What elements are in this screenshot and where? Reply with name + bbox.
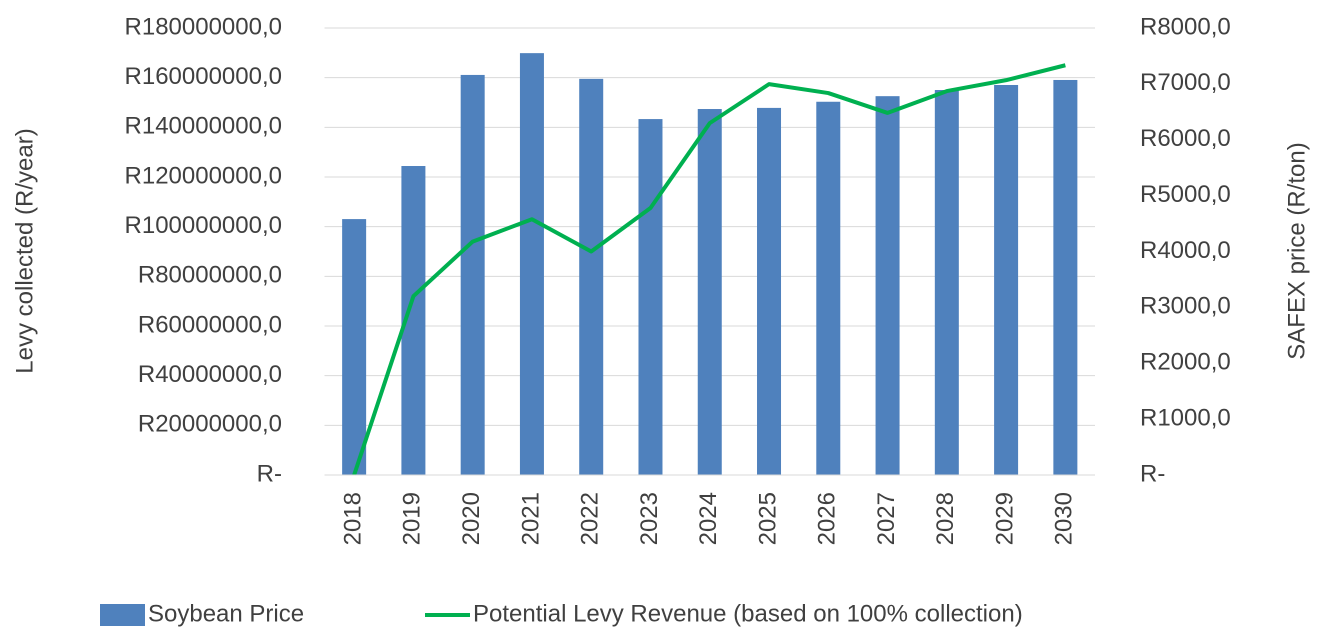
x-tick-label: 2025 [754, 492, 781, 545]
bar [934, 90, 959, 476]
bar [697, 109, 722, 476]
x-tick-label: 2026 [814, 492, 841, 545]
x-tick-label: 2030 [1051, 492, 1078, 545]
legend-label: Potential Levy Revenue (based on 100% co… [473, 600, 1023, 627]
x-tick-label: 2024 [695, 492, 722, 545]
line [352, 63, 1066, 476]
x-tick-label: 2021 [517, 492, 544, 545]
y2-axis-title: SAFEX price (R/ton) [1283, 142, 1310, 359]
x-tick-label: 2019 [399, 492, 426, 545]
y2-tick-label: R8000,0 [1140, 13, 1231, 40]
bar [875, 96, 900, 475]
bar [757, 107, 782, 476]
y-tick-label: R160000000,0 [125, 63, 282, 90]
y-tick-label: R- [257, 460, 282, 487]
x-tick-label: 2028 [932, 492, 959, 545]
y-axis-title: Levy collected (R/year) [11, 128, 38, 373]
y-tick-label: R20000000,0 [138, 411, 282, 438]
bar [994, 84, 1019, 476]
x-tick-label: 2029 [991, 492, 1018, 545]
bar [1053, 79, 1078, 476]
y2-tick-label: R6000,0 [1140, 125, 1231, 152]
y2-tick-label: R2000,0 [1140, 349, 1231, 376]
x-tick-label: 2020 [458, 492, 485, 545]
y-tick-label: R100000000,0 [125, 212, 282, 239]
legend-label: Soybean Price [148, 600, 304, 627]
bar [579, 78, 604, 475]
x-tick-label: 2023 [636, 492, 663, 545]
y-tick-label: R180000000,0 [125, 13, 282, 40]
bar [460, 74, 485, 475]
x-tick-label: 2018 [339, 492, 366, 545]
y2-tick-label: R4000,0 [1140, 237, 1231, 264]
bar [638, 119, 663, 476]
x-tick-label: 2027 [873, 492, 900, 545]
legend-swatch [100, 604, 145, 626]
y-tick-label: R60000000,0 [138, 311, 282, 338]
y-tick-label: R80000000,0 [138, 262, 282, 289]
y2-tick-label: R7000,0 [1140, 69, 1231, 96]
bar [342, 219, 367, 475]
y2-tick-label: R3000,0 [1140, 293, 1231, 320]
y-tick-label: R40000000,0 [138, 361, 282, 388]
y2-tick-label: R1000,0 [1140, 404, 1231, 431]
y2-tick-label: R- [1140, 460, 1165, 487]
x-tick-label: 2022 [577, 492, 604, 545]
y-tick-label: R120000000,0 [125, 162, 282, 189]
y2-tick-label: R5000,0 [1140, 181, 1231, 208]
y-tick-label: R140000000,0 [125, 113, 282, 140]
bar [519, 53, 544, 476]
bar [816, 101, 841, 475]
